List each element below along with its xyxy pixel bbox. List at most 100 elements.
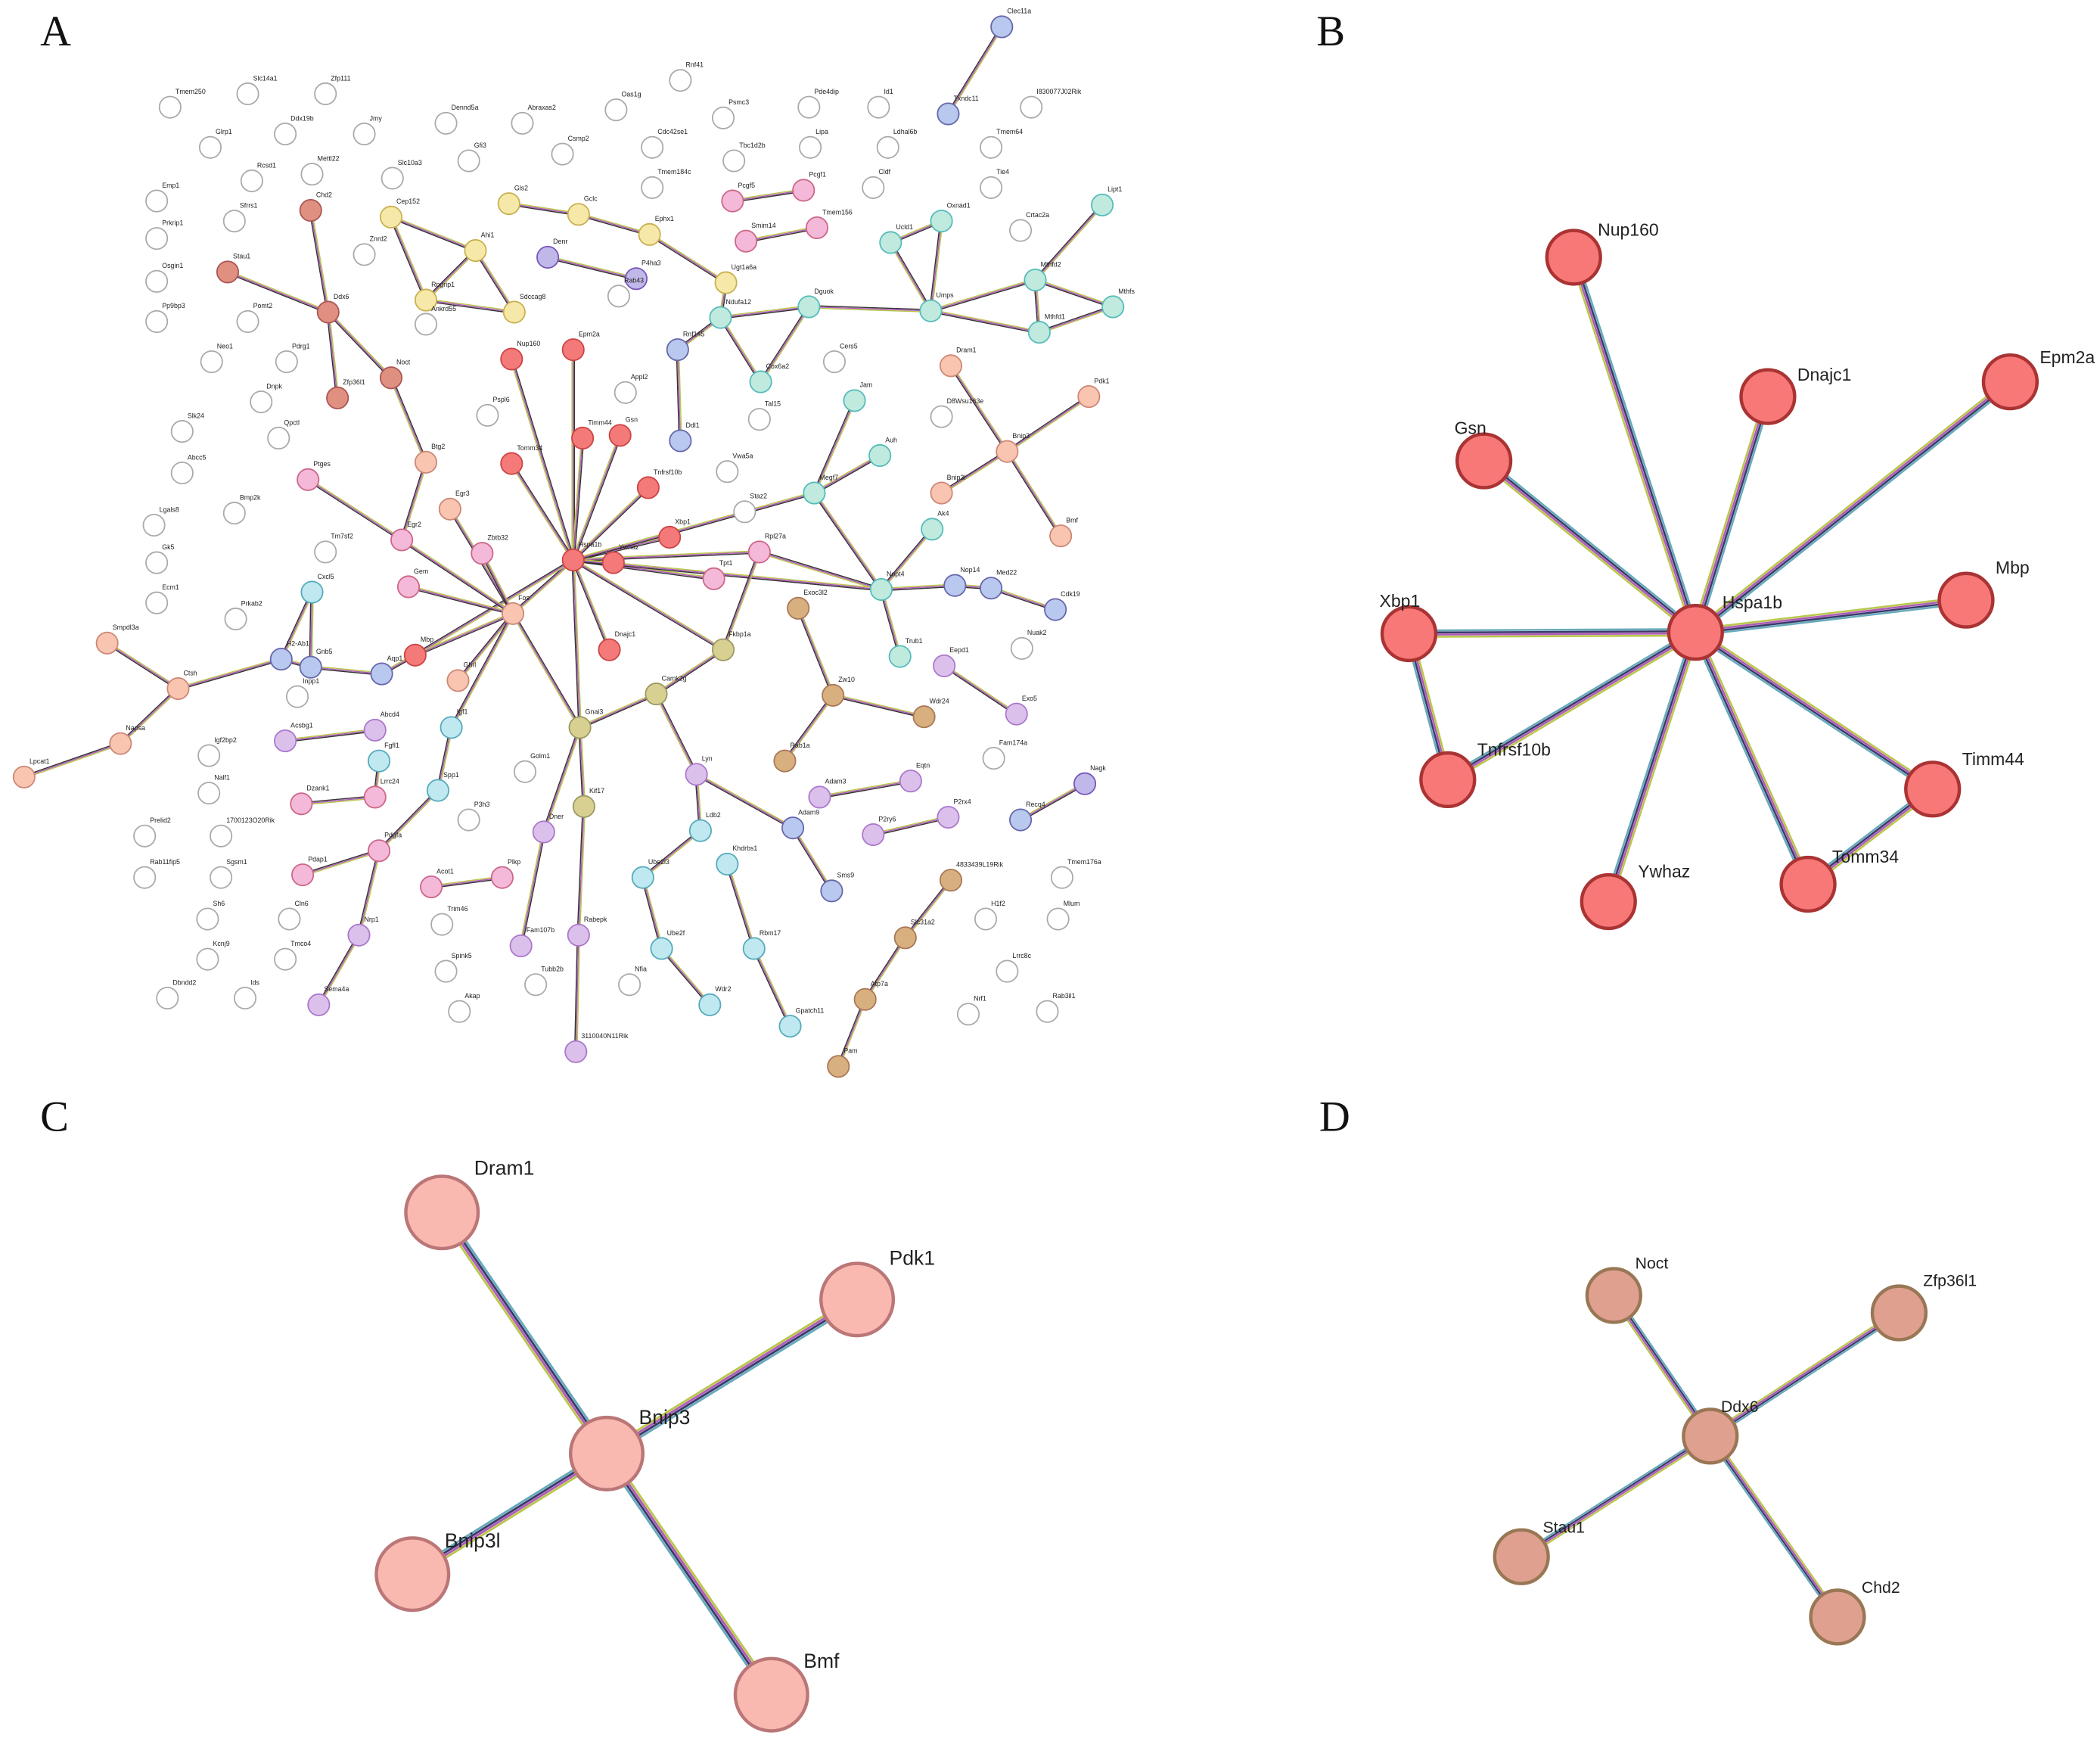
edge [327, 313, 391, 379]
protein-label: Ak4 [937, 510, 949, 518]
protein-node [669, 69, 692, 92]
edge [890, 242, 932, 312]
edge [760, 306, 809, 382]
edge [951, 365, 1009, 452]
protein-node [1009, 219, 1033, 242]
edge [721, 551, 759, 650]
protein-label: Vwa5a [732, 453, 753, 460]
protein-label: Bmf [1066, 516, 1078, 524]
protein-label: Pcgf1 [809, 171, 826, 179]
edge [450, 613, 514, 728]
protein-label: Tmco4 [290, 940, 311, 947]
protein-node [893, 926, 917, 950]
edge [408, 587, 513, 616]
protein-label: Pp9bp3 [162, 302, 185, 309]
edge [728, 863, 756, 949]
protein-node [638, 222, 661, 246]
edge [425, 300, 514, 314]
protein-node [274, 123, 297, 146]
protein-label: Ugt1a6a [732, 263, 757, 271]
edge [656, 650, 725, 696]
protein-node [797, 295, 821, 319]
protein-label: Tomm34 [517, 444, 542, 452]
edge [571, 437, 582, 561]
protein-label: Xbp1 [675, 518, 691, 525]
protein-node [509, 934, 533, 957]
edge [643, 831, 702, 879]
protein-label: Stau1 [1543, 1518, 1586, 1536]
edge [943, 665, 1017, 715]
protein-label: Cxcl5 [318, 573, 334, 580]
edge [1615, 1293, 1713, 1435]
protein-label: Ddx6 [1721, 1398, 1759, 1416]
protein-node [1682, 1407, 1739, 1465]
edge [310, 667, 382, 676]
edge [1693, 396, 1768, 633]
edge [578, 727, 584, 807]
protein-label: Kcnj9 [213, 940, 229, 947]
edge [1447, 632, 1697, 782]
protein-node [1101, 295, 1125, 319]
protein-node [645, 683, 668, 706]
edge [732, 189, 804, 202]
edge [512, 358, 575, 560]
protein-label: Smpdl3a [113, 624, 139, 631]
protein-label: Gpatch11 [796, 1006, 825, 1014]
protein-label: Gnai3 [586, 708, 604, 716]
edge [720, 305, 809, 317]
edge [813, 453, 880, 493]
edge [1039, 307, 1114, 334]
protein-node [166, 676, 190, 701]
protein-label: Ywhaz [619, 543, 639, 551]
edge [578, 806, 585, 935]
edge [947, 26, 1002, 114]
edge [695, 775, 793, 830]
edge [607, 1299, 859, 1456]
edge [732, 188, 804, 201]
protein-node [572, 795, 595, 818]
edge [941, 451, 1008, 494]
edge [571, 434, 620, 560]
protein-label: Nup160 [517, 340, 540, 347]
protein-node [1739, 368, 1797, 425]
protein-label: Fkbp1a [728, 630, 751, 638]
protein-label: H1f2 [991, 900, 1005, 907]
protein-node [497, 192, 520, 216]
protein-label: Ahi1 [481, 231, 495, 238]
protein-label: Rab1a [791, 742, 810, 749]
protein-label: Inpp1 [303, 677, 319, 685]
edge [573, 438, 585, 561]
edge [662, 947, 712, 1005]
protein-node [145, 269, 169, 293]
protein-node [142, 513, 166, 537]
edge [1611, 633, 1700, 903]
protein-label: Qpctl [284, 418, 300, 426]
protein-node [502, 300, 526, 324]
edge [573, 437, 583, 561]
edge [279, 591, 312, 659]
edge [798, 607, 835, 695]
protein-node [805, 216, 828, 240]
edge [809, 307, 931, 313]
protein-label: Pam [843, 1047, 857, 1055]
edge [929, 220, 941, 311]
protein-node [650, 937, 673, 960]
protein-label: Bmp2k [240, 493, 261, 501]
protein-label: I830077J02Rik [1036, 88, 1082, 95]
protein-label: Dzank1 [306, 785, 329, 792]
edge [1020, 784, 1086, 822]
protein-node [1667, 604, 1724, 661]
protein-node [434, 111, 458, 135]
protein-label: Epm2a [2039, 347, 2095, 367]
protein-label: Timm44 [588, 418, 612, 426]
protein-node [390, 528, 414, 552]
edge [579, 693, 657, 729]
protein-node [1005, 702, 1028, 726]
protein-label: Ldb2 [706, 811, 721, 819]
edge [759, 306, 809, 382]
edge [1033, 204, 1102, 280]
protein-node [1049, 524, 1073, 548]
protein-label: Lipt1 [1107, 185, 1122, 193]
edge [1695, 600, 1967, 635]
protein-label: 1700123O20Rik [226, 816, 275, 824]
